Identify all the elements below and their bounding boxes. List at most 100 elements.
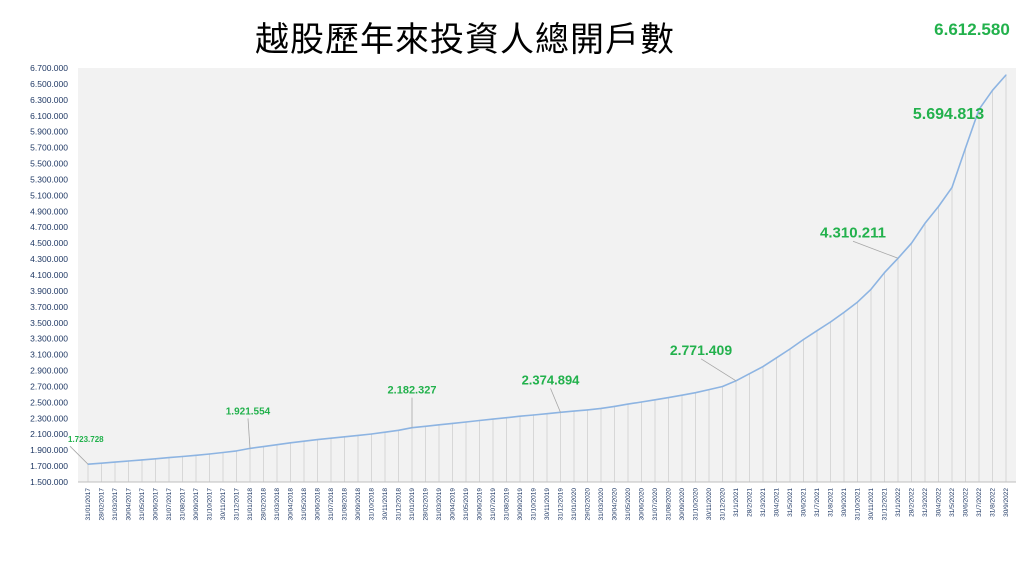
data-point <box>627 403 629 405</box>
x-tick-label: 31/12/2017 <box>234 488 241 521</box>
x-tick-label: 31/03/2017 <box>112 488 119 521</box>
data-point <box>613 405 616 407</box>
x-tick-label: 31/07/2020 <box>652 488 659 521</box>
data-label: 1.723.728 <box>68 435 104 444</box>
data-labels: 1.723.728 1.921.554 2.182.327 2.374.894 2.77… <box>68 20 1010 465</box>
x-tick-label: 31/08/2017 <box>180 488 187 521</box>
x-tick-label: 30/04/2018 <box>288 488 295 521</box>
y-tick-label: 6.300.000 <box>30 95 68 105</box>
label-leader-line <box>852 240 899 259</box>
x-tick-label: 31/8/2022 <box>990 488 997 517</box>
x-tick-label: 30/04/2019 <box>450 488 457 521</box>
y-tick-label: 5.900.000 <box>30 127 68 137</box>
x-tick-label: 30/11/2019 <box>544 488 551 520</box>
data-point <box>816 330 818 332</box>
y-axis: 1.500.000 1.700.000 1.900.000 2.100.000 2.30… <box>30 63 68 487</box>
label-leader-line <box>550 388 561 413</box>
data-point <box>289 442 292 444</box>
y-tick-label: 1.700.000 <box>30 461 68 471</box>
data-point <box>343 436 346 438</box>
data-point <box>951 186 953 189</box>
data-label: 6.612.580 <box>934 20 1010 39</box>
y-tick-label: 2.900.000 <box>30 366 68 376</box>
data-point <box>681 394 683 396</box>
x-tick-label: 30/04/2017 <box>126 488 133 521</box>
data-point <box>114 461 116 463</box>
x-tick-label: 31/07/2017 <box>166 488 173 521</box>
x-tick-label: 31/12/2019 <box>558 488 565 521</box>
x-tick-label: 31/01/2018 <box>247 488 254 521</box>
x-tick-label: 30/09/2018 <box>355 488 362 521</box>
x-tick-label: 31/12/2021 <box>882 488 889 521</box>
x-tick-label: 28/02/2017 <box>99 488 106 521</box>
data-point <box>141 459 143 461</box>
y-tick-label: 3.100.000 <box>30 350 68 360</box>
x-tick-label: 30/11/2020 <box>706 488 713 520</box>
x-tick-label: 31/10/2019 <box>531 488 538 521</box>
y-tick-label: 2.500.000 <box>30 397 68 407</box>
y-tick-label: 4.900.000 <box>30 206 68 216</box>
data-label: 5.694.813 <box>913 106 984 123</box>
y-tick-label: 6.700.000 <box>30 63 68 73</box>
data-label: 2.182.327 <box>388 385 437 397</box>
data-point <box>1005 74 1007 76</box>
x-tick-label: 28/02/2018 <box>261 488 268 521</box>
x-tick-label: 31/12/2018 <box>396 488 403 521</box>
data-point <box>964 147 967 149</box>
x-tick-label: 31/3/2021 <box>760 488 767 517</box>
data-point <box>843 311 845 314</box>
x-tick-label: 31/05/2019 <box>463 488 470 521</box>
data-point <box>397 429 400 431</box>
x-tick-label: 30/6/2022 <box>963 488 970 517</box>
data-point <box>262 445 265 448</box>
gridlines <box>87 74 1007 482</box>
x-tick-label: 31/10/2018 <box>369 488 376 521</box>
data-point <box>181 455 184 458</box>
x-tick-label: 31/07/2018 <box>328 488 335 521</box>
data-point <box>789 348 791 350</box>
data-point <box>316 439 319 441</box>
data-point <box>276 444 278 446</box>
data-point <box>465 421 467 423</box>
data-point <box>168 457 170 459</box>
x-tick-label: 31/03/2019 <box>436 488 443 521</box>
data-point <box>235 450 238 452</box>
x-tick-label: 31/05/2017 <box>139 488 146 521</box>
x-tick-label: 31/08/2018 <box>342 488 349 521</box>
y-tick-label: 4.700.000 <box>30 222 68 232</box>
y-tick-label: 3.900.000 <box>30 286 68 296</box>
data-label: 4.310.211 <box>820 224 886 241</box>
x-tick-label: 30/11/2017 <box>220 488 227 520</box>
data-label: 2.374.894 <box>522 372 581 387</box>
data-point <box>154 458 157 460</box>
x-tick-label: 31/10/2017 <box>207 488 214 521</box>
x-tick-label: 31/7/2022 <box>976 488 983 517</box>
data-point <box>519 415 521 417</box>
x-tick-label: 29/02/2020 <box>585 488 592 521</box>
x-tick-label: 31/5/2021 <box>787 488 794 517</box>
x-tick-label: 31/7/2021 <box>814 488 821 517</box>
x-tick-label: 30/9/2021 <box>841 488 848 517</box>
x-tick-label: 30/4/2021 <box>774 488 781 517</box>
data-point <box>775 357 778 359</box>
y-tick-label: 1.900.000 <box>30 445 68 455</box>
y-tick-label: 2.100.000 <box>30 429 68 439</box>
data-label: 1.921.554 <box>226 406 271 417</box>
y-tick-label: 5.700.000 <box>30 143 68 153</box>
data-point <box>330 437 332 439</box>
y-tick-label: 2.300.000 <box>30 413 68 423</box>
data-point <box>451 422 454 425</box>
data-point <box>802 338 805 341</box>
y-tick-label: 5.500.000 <box>30 159 68 169</box>
data-point <box>586 409 589 411</box>
data-point <box>667 397 670 399</box>
data-point <box>991 89 994 91</box>
y-tick-label: 3.300.000 <box>30 334 68 344</box>
data-point <box>100 462 103 464</box>
x-tick-label: 31/05/2018 <box>301 488 308 521</box>
y-tick-label: 5.300.000 <box>30 174 68 184</box>
data-point <box>127 460 130 462</box>
data-point <box>222 451 224 454</box>
data-point <box>357 434 359 437</box>
